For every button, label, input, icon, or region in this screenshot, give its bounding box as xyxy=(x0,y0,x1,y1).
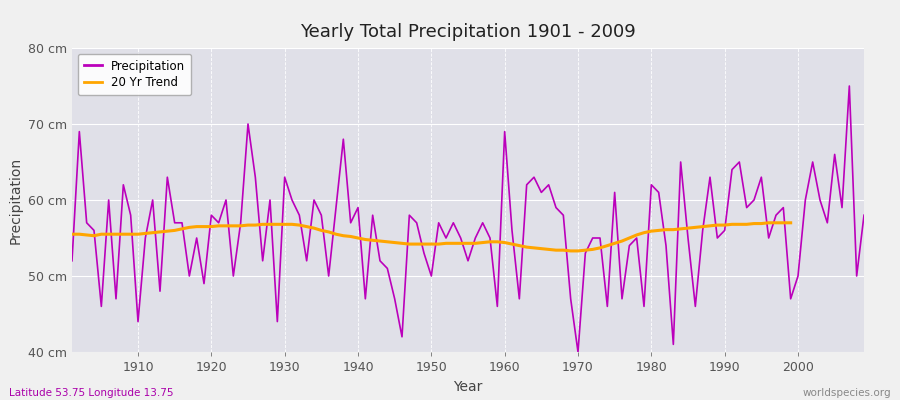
Line: Precipitation: Precipitation xyxy=(72,86,864,352)
20 Yr Trend xyxy=(426,242,436,246)
20 Yr Trend xyxy=(786,220,796,225)
Precipitation xyxy=(330,205,341,210)
Text: Latitude 53.75 Longitude 13.75: Latitude 53.75 Longitude 13.75 xyxy=(9,388,174,398)
20 Yr Trend xyxy=(763,220,774,225)
Precipitation xyxy=(125,213,136,218)
Precipitation xyxy=(844,84,855,88)
Precipitation xyxy=(286,198,297,202)
Precipitation xyxy=(595,236,606,240)
X-axis label: Year: Year xyxy=(454,380,482,394)
Line: 20 Yr Trend: 20 Yr Trend xyxy=(72,223,791,251)
Precipitation xyxy=(572,350,583,354)
20 Yr Trend xyxy=(565,248,576,253)
20 Yr Trend xyxy=(286,222,297,227)
Precipitation xyxy=(67,258,77,263)
Precipitation xyxy=(500,129,510,134)
20 Yr Trend xyxy=(257,222,268,227)
20 Yr Trend xyxy=(448,241,459,246)
Text: worldspecies.org: worldspecies.org xyxy=(803,388,891,398)
Legend: Precipitation, 20 Yr Trend: Precipitation, 20 Yr Trend xyxy=(78,54,191,95)
20 Yr Trend xyxy=(235,224,246,228)
20 Yr Trend xyxy=(639,230,650,235)
Precipitation xyxy=(492,304,503,309)
Precipitation xyxy=(859,213,869,218)
Title: Yearly Total Precipitation 1901 - 2009: Yearly Total Precipitation 1901 - 2009 xyxy=(300,23,636,41)
20 Yr Trend xyxy=(67,232,77,236)
Y-axis label: Precipitation: Precipitation xyxy=(8,156,22,244)
